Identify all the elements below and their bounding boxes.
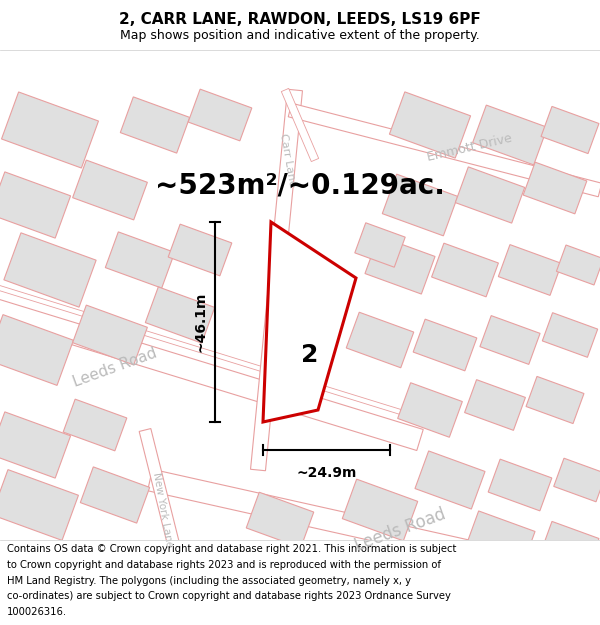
Polygon shape	[556, 245, 600, 285]
Text: Leeds Road: Leeds Road	[352, 505, 448, 555]
Polygon shape	[188, 89, 252, 141]
Polygon shape	[145, 287, 215, 343]
Polygon shape	[73, 160, 148, 220]
Polygon shape	[480, 316, 540, 364]
Polygon shape	[473, 105, 547, 165]
Text: 2, CARR LANE, RAWDON, LEEDS, LS19 6PF: 2, CARR LANE, RAWDON, LEEDS, LS19 6PF	[119, 12, 481, 28]
Polygon shape	[464, 379, 526, 431]
Polygon shape	[2, 92, 98, 168]
Polygon shape	[139, 429, 191, 591]
Polygon shape	[526, 376, 584, 424]
Text: ~24.9m: ~24.9m	[296, 466, 356, 480]
Polygon shape	[73, 305, 148, 365]
Polygon shape	[121, 97, 190, 153]
Polygon shape	[541, 106, 599, 154]
Polygon shape	[263, 222, 356, 422]
Polygon shape	[342, 479, 418, 541]
Text: HM Land Registry. The polygons (including the associated geometry, namely x, y: HM Land Registry. The polygons (includin…	[7, 576, 411, 586]
Polygon shape	[389, 92, 470, 158]
Polygon shape	[0, 279, 421, 421]
Polygon shape	[488, 459, 552, 511]
Polygon shape	[382, 174, 458, 236]
Polygon shape	[541, 521, 599, 569]
Text: Map shows position and indicative extent of the property.: Map shows position and indicative extent…	[120, 29, 480, 42]
Polygon shape	[288, 103, 600, 197]
Text: Leeds Road: Leeds Road	[71, 346, 159, 390]
Polygon shape	[168, 224, 232, 276]
Polygon shape	[554, 458, 600, 502]
Polygon shape	[148, 469, 600, 596]
Polygon shape	[542, 312, 598, 358]
Polygon shape	[0, 314, 73, 386]
Text: co-ordinates) are subject to Crown copyright and database rights 2023 Ordnance S: co-ordinates) are subject to Crown copyr…	[7, 591, 451, 601]
Polygon shape	[80, 467, 149, 523]
Polygon shape	[413, 319, 477, 371]
Polygon shape	[346, 312, 414, 368]
Polygon shape	[431, 243, 499, 297]
Polygon shape	[106, 232, 175, 288]
Text: ~46.1m: ~46.1m	[194, 292, 208, 352]
Polygon shape	[355, 222, 405, 268]
Polygon shape	[365, 236, 435, 294]
Polygon shape	[398, 382, 463, 438]
Text: Emmott Drive: Emmott Drive	[426, 132, 514, 164]
Polygon shape	[499, 244, 562, 296]
Polygon shape	[0, 294, 423, 451]
Polygon shape	[4, 233, 96, 307]
Text: ~523m²/~0.129ac.: ~523m²/~0.129ac.	[155, 171, 445, 199]
Text: 100026316.: 100026316.	[7, 607, 67, 617]
Polygon shape	[455, 167, 524, 223]
Polygon shape	[415, 451, 485, 509]
Text: New York Lane: New York Lane	[151, 472, 175, 548]
Polygon shape	[0, 412, 71, 478]
Text: 2: 2	[301, 343, 319, 367]
Polygon shape	[246, 492, 314, 548]
Text: Contains OS data © Crown copyright and database right 2021. This information is : Contains OS data © Crown copyright and d…	[7, 544, 457, 554]
Polygon shape	[63, 399, 127, 451]
Polygon shape	[281, 88, 319, 162]
Polygon shape	[0, 469, 79, 541]
Polygon shape	[251, 89, 302, 471]
Text: Carr Lane: Carr Lane	[278, 132, 298, 188]
Polygon shape	[0, 172, 71, 238]
Polygon shape	[523, 162, 587, 214]
Polygon shape	[465, 511, 535, 569]
Text: to Crown copyright and database rights 2023 and is reproduced with the permissio: to Crown copyright and database rights 2…	[7, 560, 441, 570]
